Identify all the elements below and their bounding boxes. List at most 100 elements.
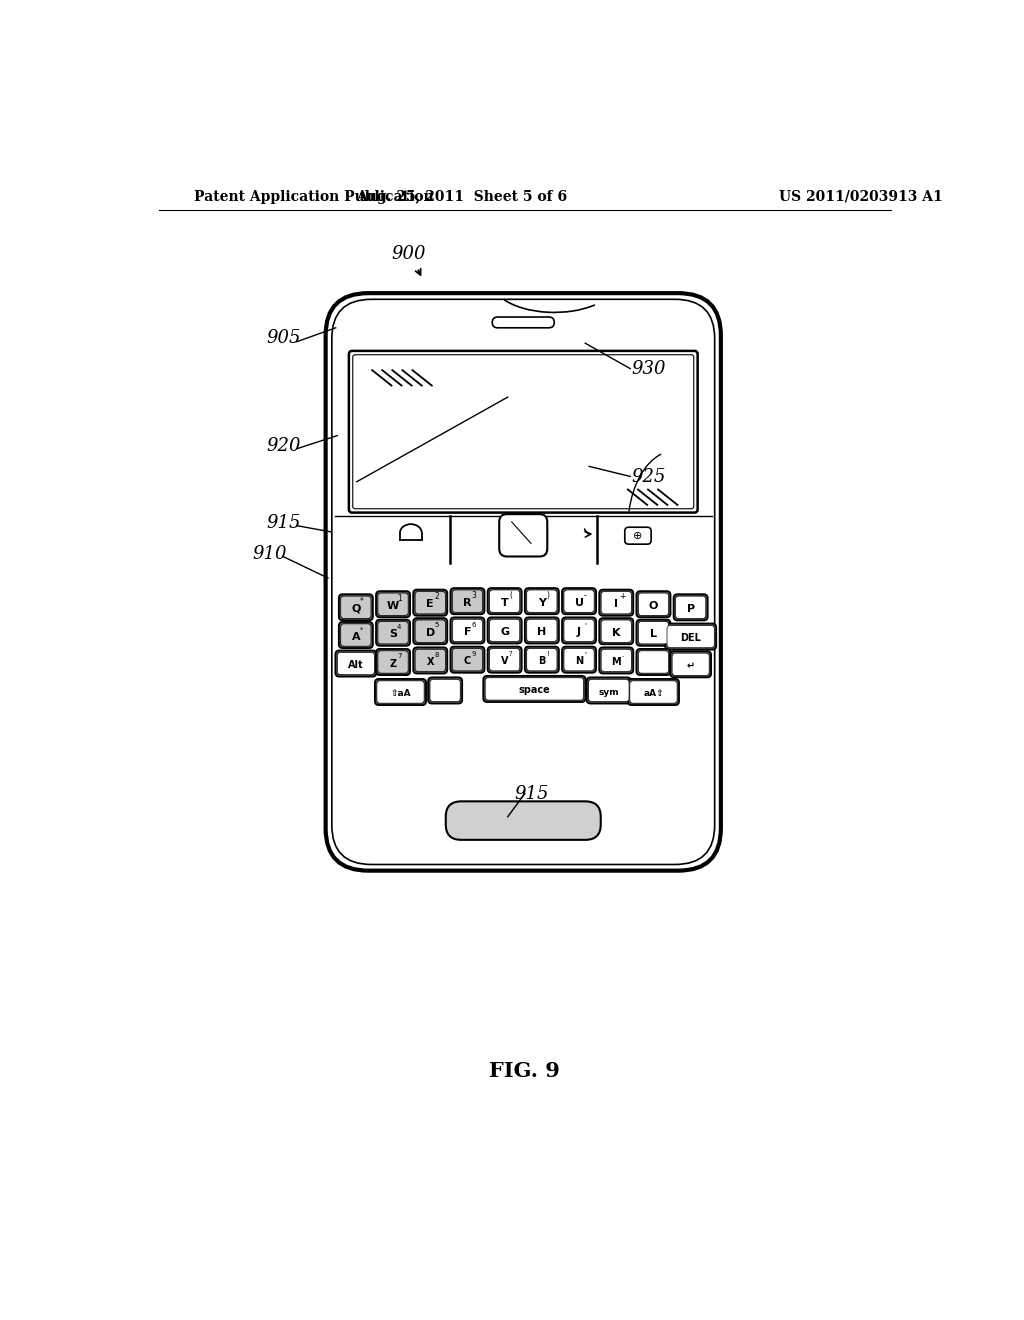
FancyBboxPatch shape — [352, 355, 693, 508]
FancyBboxPatch shape — [601, 649, 632, 672]
FancyBboxPatch shape — [676, 597, 706, 619]
FancyBboxPatch shape — [378, 622, 409, 644]
FancyBboxPatch shape — [564, 590, 594, 612]
FancyBboxPatch shape — [453, 590, 482, 612]
Text: Z: Z — [389, 659, 396, 668]
Text: N: N — [575, 656, 583, 667]
Text: Y: Y — [538, 598, 546, 607]
Text: D: D — [426, 628, 435, 638]
FancyBboxPatch shape — [667, 626, 715, 648]
Text: M: M — [611, 657, 622, 667]
FancyBboxPatch shape — [562, 618, 596, 644]
Text: 915: 915 — [514, 785, 549, 803]
FancyBboxPatch shape — [493, 317, 554, 327]
FancyBboxPatch shape — [599, 647, 633, 673]
FancyBboxPatch shape — [489, 619, 520, 642]
Text: ?: ? — [509, 651, 513, 657]
FancyBboxPatch shape — [562, 647, 596, 673]
Text: -: - — [584, 591, 587, 599]
FancyBboxPatch shape — [378, 593, 409, 615]
FancyBboxPatch shape — [332, 300, 715, 865]
FancyBboxPatch shape — [415, 591, 445, 614]
Text: H: H — [538, 627, 547, 638]
FancyBboxPatch shape — [341, 597, 371, 619]
Text: US 2011/0203913 A1: US 2011/0203913 A1 — [779, 190, 943, 203]
Text: 9: 9 — [471, 651, 476, 657]
Text: Q: Q — [351, 603, 360, 614]
Text: ): ) — [547, 591, 550, 599]
FancyBboxPatch shape — [415, 649, 445, 672]
Text: G: G — [500, 627, 509, 638]
Text: P: P — [686, 603, 694, 614]
FancyBboxPatch shape — [489, 590, 520, 612]
Text: !: ! — [547, 651, 550, 657]
FancyBboxPatch shape — [339, 622, 373, 648]
FancyBboxPatch shape — [636, 649, 671, 675]
Text: 7: 7 — [397, 653, 401, 659]
FancyBboxPatch shape — [430, 680, 460, 702]
Text: .: . — [622, 652, 624, 657]
Text: C: C — [464, 656, 471, 667]
Text: O: O — [649, 601, 658, 611]
FancyBboxPatch shape — [636, 591, 671, 618]
Text: sym: sym — [598, 688, 620, 697]
Text: 6: 6 — [471, 622, 476, 627]
Text: 900: 900 — [391, 244, 426, 263]
FancyBboxPatch shape — [487, 589, 521, 614]
FancyBboxPatch shape — [672, 653, 710, 676]
Text: E: E — [426, 599, 434, 610]
FancyBboxPatch shape — [670, 651, 711, 677]
FancyBboxPatch shape — [589, 680, 629, 702]
FancyBboxPatch shape — [524, 618, 559, 644]
Text: 915: 915 — [266, 513, 300, 532]
Text: Alt: Alt — [348, 660, 364, 671]
FancyBboxPatch shape — [326, 293, 721, 871]
FancyBboxPatch shape — [526, 590, 557, 612]
Text: space: space — [518, 685, 550, 696]
Text: V: V — [501, 656, 508, 667]
Text: I: I — [614, 599, 618, 610]
FancyBboxPatch shape — [524, 589, 559, 614]
FancyBboxPatch shape — [414, 647, 447, 673]
FancyBboxPatch shape — [638, 651, 669, 673]
Text: K: K — [612, 628, 621, 638]
FancyBboxPatch shape — [665, 623, 716, 649]
Text: 1: 1 — [397, 594, 401, 603]
FancyBboxPatch shape — [638, 593, 669, 615]
FancyBboxPatch shape — [601, 620, 632, 643]
FancyBboxPatch shape — [349, 351, 697, 512]
Text: L: L — [650, 630, 657, 639]
Text: ⇧aA: ⇧aA — [390, 689, 411, 698]
Text: ': ' — [585, 622, 586, 627]
FancyBboxPatch shape — [564, 619, 594, 642]
FancyBboxPatch shape — [599, 590, 633, 615]
FancyBboxPatch shape — [524, 647, 559, 673]
FancyBboxPatch shape — [489, 648, 520, 671]
FancyBboxPatch shape — [428, 677, 462, 704]
FancyBboxPatch shape — [334, 566, 713, 851]
FancyBboxPatch shape — [630, 681, 677, 704]
Text: 4: 4 — [397, 624, 401, 630]
Text: ': ' — [585, 651, 586, 657]
FancyBboxPatch shape — [500, 515, 547, 557]
FancyBboxPatch shape — [487, 647, 521, 673]
Text: J: J — [578, 627, 581, 638]
Text: A: A — [351, 631, 360, 642]
FancyBboxPatch shape — [453, 648, 482, 671]
Text: 3: 3 — [471, 591, 476, 599]
Text: B: B — [539, 656, 546, 667]
FancyBboxPatch shape — [414, 590, 447, 615]
Text: Patent Application Publication: Patent Application Publication — [194, 190, 433, 203]
Text: 8: 8 — [434, 652, 438, 657]
FancyBboxPatch shape — [562, 589, 596, 614]
FancyBboxPatch shape — [377, 681, 424, 704]
Text: R: R — [463, 598, 472, 607]
Text: 5: 5 — [434, 623, 438, 628]
Text: W: W — [387, 601, 399, 611]
Text: S: S — [389, 630, 397, 639]
Text: U: U — [574, 598, 584, 607]
FancyBboxPatch shape — [564, 648, 594, 671]
Text: F: F — [464, 627, 471, 638]
FancyBboxPatch shape — [636, 619, 671, 645]
FancyBboxPatch shape — [445, 801, 601, 840]
